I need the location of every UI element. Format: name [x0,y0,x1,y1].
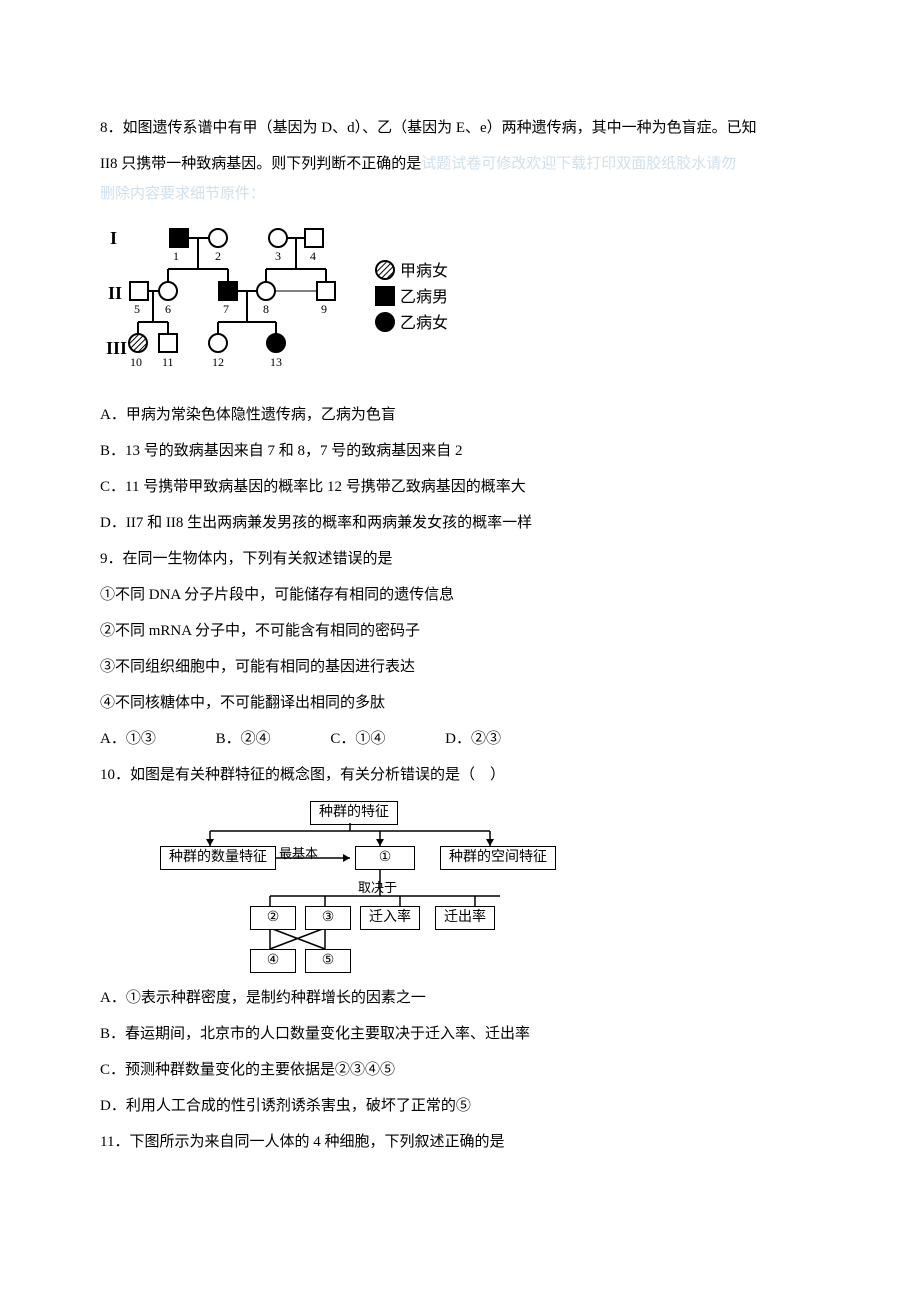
page-content: 8．如图遗传系谱中有甲（基因为 D、d）、乙（基因为 E、e）两种遗传病，其中一… [0,0,920,1220]
legend-yi-f: 乙病女 [400,313,448,332]
q9-stem: 9．在同一生物体内，下列有关叙述错误的是 [100,541,820,577]
q8-pedigree-figure: I II III 1 2 3 4 [100,214,820,393]
svg-text:11: 11 [162,355,174,369]
svg-text:2: 2 [215,249,221,263]
concept-r3-0: ④ [250,949,296,973]
q10-opt-C: C．预测种群数量变化的主要依据是②③④⑤ [100,1052,820,1088]
ind-10 [129,334,147,352]
svg-text:6: 6 [165,302,171,316]
legend-yi-f-icon [376,313,394,331]
concept-b1: ① [355,846,415,870]
q9-s1: ①不同 DNA 分子片段中，可能储存有相同的遗传信息 [100,577,820,613]
ind-11 [159,334,177,352]
q10-stem: 10．如图是有关种群特征的概念图，有关分析错误的是（ ） [100,757,820,793]
concept-link-down: 取决于 [358,872,397,903]
legend-jia: 甲病女 [400,261,448,280]
q10-opt-B: B．春运期间，北京市的人口数量变化主要取决于迁入率、迁出率 [100,1016,820,1052]
gen-I-label: I [110,228,117,248]
watermark-inline: 试题试卷可修改欢迎下载打印双面胶纸胶水请勿 [421,156,736,172]
q10-opt-D: D．利用人工合成的性引诱剂诱杀害虫，破坏了正常的⑤ [100,1088,820,1124]
legend-yi-m: 乙病男 [400,288,448,306]
concept-r3-1: ⑤ [305,949,351,973]
concept-r2-0: ② [250,906,296,930]
q8-stem-b: II8 只携带一种致病基因。则下列判断不正确的是 [100,156,421,172]
ind-6 [159,282,177,300]
ind-13 [267,334,285,352]
ind-3 [269,229,287,247]
svg-text:4: 4 [310,249,316,263]
q9-s4: ④不同核糖体中，不可能翻译出相同的多肽 [100,685,820,721]
concept-right: 种群的空间特征 [440,846,556,870]
ind-12 [209,334,227,352]
q9-options: A．①③ B．②④ C．①④ D．②③ [100,721,820,757]
ind-4 [305,229,323,247]
ind-7 [219,282,237,300]
concept-left: 种群的数量特征 [160,846,276,870]
q8-stem-line2: II8 只携带一种致病基因。则下列判断不正确的是试题试卷可修改欢迎下载打印双面胶… [100,146,820,182]
q9-opt-B: B．②④ [216,721,271,757]
svg-text:3: 3 [275,249,281,263]
pedigree-svg: I II III 1 2 3 4 [100,214,480,379]
concept-r2-2: 迁入率 [360,906,420,930]
ind-5 [130,282,148,300]
q9-opt-A: A．①③ [100,721,156,757]
legend-jia-icon [376,261,394,279]
svg-text:12: 12 [212,355,224,369]
q8-opt-D: D．II7 和 II8 生出两病兼发男孩的概率和两病兼发女孩的概率一样 [100,505,820,541]
legend-yi-m-icon [376,287,394,305]
svg-text:13: 13 [270,355,282,369]
svg-text:5: 5 [134,302,140,316]
q8-opt-C: C．11 号携带甲致病基因的概率比 12 号携带乙致病基因的概率大 [100,469,820,505]
ind-8 [257,282,275,300]
svg-text:9: 9 [321,302,327,316]
gen-II-label: II [108,283,122,303]
q9-opt-D: D．②③ [445,721,501,757]
q9-s2: ②不同 mRNA 分子中，不可能含有相同的密码子 [100,613,820,649]
svg-text:1: 1 [173,249,179,263]
watermark-line: 删除内容要求细节原件： [100,182,820,206]
concept-link-left: 最基本 [279,838,318,869]
q8-opt-B: B．13 号的致病基因来自 7 和 8，7 号的致病基因来自 2 [100,433,820,469]
q8-stem-line1: 8．如图遗传系谱中有甲（基因为 D、d）、乙（基因为 E、e）两种遗传病，其中一… [100,110,820,146]
svg-text:7: 7 [223,302,229,316]
q10-opt-A: A．①表示种群密度，是制约种群增长的因素之一 [100,980,820,1016]
gen-III-label: III [106,338,127,358]
ind-9 [317,282,335,300]
q11-stem: 11．下图所示为来自同一人体的 4 种细胞，下列叙述正确的是 [100,1124,820,1160]
q10-concept-figure: 种群的特征 [160,801,580,976]
concept-r2-3: 迁出率 [435,906,495,930]
ind-2 [209,229,227,247]
concept-r2-1: ③ [305,906,351,930]
q8-opt-A: A．甲病为常染色体隐性遗传病，乙病为色盲 [100,397,820,433]
svg-text:10: 10 [130,355,142,369]
svg-text:8: 8 [263,302,269,316]
q9-opt-C: C．①④ [330,721,385,757]
q9-s3: ③不同组织细胞中，可能有相同的基因进行表达 [100,649,820,685]
ind-1 [170,229,188,247]
